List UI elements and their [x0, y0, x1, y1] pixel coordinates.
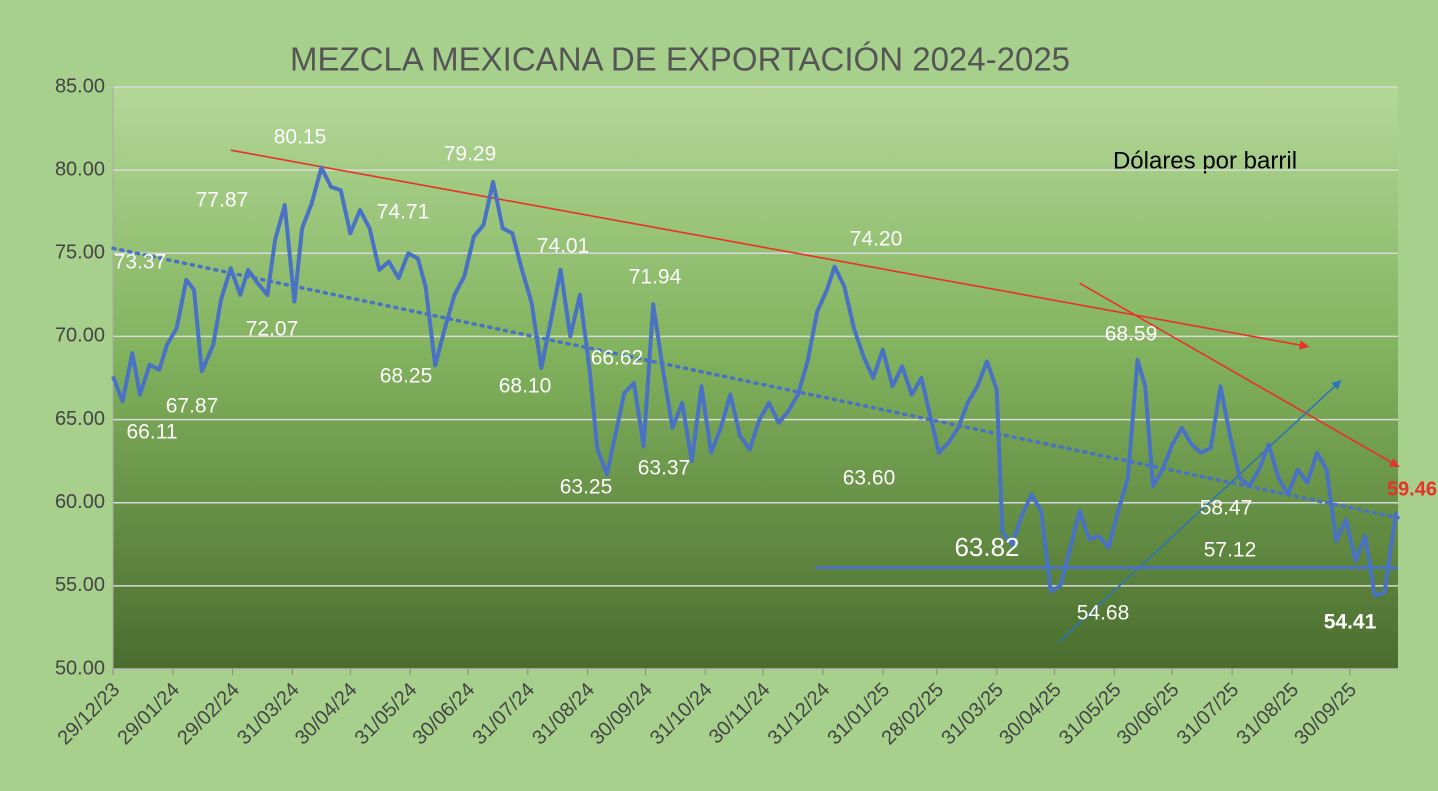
y-tick-label: 70.00 [55, 325, 105, 347]
data-label: 58.47 [1200, 497, 1253, 520]
data-label: 68.25 [380, 365, 433, 388]
data-label: 73.37 [114, 251, 167, 274]
data-label: 74.01 [537, 235, 590, 258]
trend-line [1057, 380, 1342, 643]
data-label: 72.07 [246, 318, 299, 341]
data-label: 77.87 [196, 189, 249, 212]
data-label: 68.59 [1105, 323, 1158, 346]
y-tick-label: 50.00 [55, 657, 105, 679]
data-label: 68.10 [499, 375, 552, 398]
data-label: 67.87 [166, 395, 219, 418]
data-label: 63.25 [560, 476, 613, 499]
data-label: 74.20 [850, 228, 903, 251]
data-label: 80.15 [274, 126, 327, 149]
trend-line [230, 149, 1310, 350]
data-label: 63.82 [954, 532, 1019, 562]
data-label: 71.94 [629, 266, 682, 289]
data-label: 74.71 [377, 201, 430, 224]
chart-title: MEZCLA MEXICANA DE EXPORTACIÓN 2024-2025 [290, 41, 1070, 78]
data-label: 63.60 [843, 467, 896, 490]
plot-area [113, 87, 1398, 669]
data-label: 54.68 [1077, 602, 1130, 625]
price-line [111, 165, 1399, 598]
trend-line [111, 246, 1400, 520]
data-label: 66.11 [127, 421, 178, 444]
trend-line [1079, 282, 1400, 468]
y-tick-label: 80.00 [55, 158, 105, 180]
data-label: 63.37 [638, 457, 691, 480]
data-label: 66.62 [591, 347, 644, 370]
y-tick-label: 75.00 [55, 242, 105, 264]
y-tick-label: 55.00 [55, 574, 105, 596]
data-label: 57.12 [1204, 539, 1257, 562]
data-label: 79.29 [444, 143, 497, 166]
y-tick-label: 65.00 [55, 408, 105, 430]
data-label: 54.41 [1324, 611, 1377, 634]
y-tick-label: 60.00 [55, 491, 105, 513]
y-tick-label: 85.00 [55, 75, 105, 97]
data-label: 59.46 [1387, 478, 1437, 500]
